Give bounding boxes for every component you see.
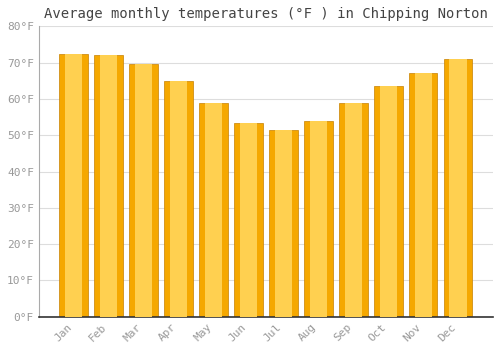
Bar: [344, 103, 362, 317]
Bar: [130, 64, 158, 317]
Bar: [414, 74, 432, 317]
Bar: [164, 81, 193, 317]
Bar: [65, 54, 82, 317]
Bar: [310, 121, 327, 317]
Bar: [444, 59, 472, 317]
Bar: [94, 55, 123, 317]
Title: Average monthly temperatures (°F ) in Chipping Norton: Average monthly temperatures (°F ) in Ch…: [44, 7, 488, 21]
Bar: [234, 122, 263, 317]
Bar: [304, 121, 332, 317]
Bar: [275, 130, 292, 317]
Bar: [269, 130, 298, 317]
Bar: [100, 55, 117, 317]
Bar: [339, 103, 368, 317]
Bar: [205, 103, 222, 317]
Bar: [409, 74, 438, 317]
Bar: [450, 59, 466, 317]
Bar: [170, 81, 187, 317]
Bar: [135, 64, 152, 317]
Bar: [240, 122, 257, 317]
Bar: [60, 54, 88, 317]
Bar: [374, 86, 402, 317]
Bar: [380, 86, 397, 317]
Bar: [199, 103, 228, 317]
